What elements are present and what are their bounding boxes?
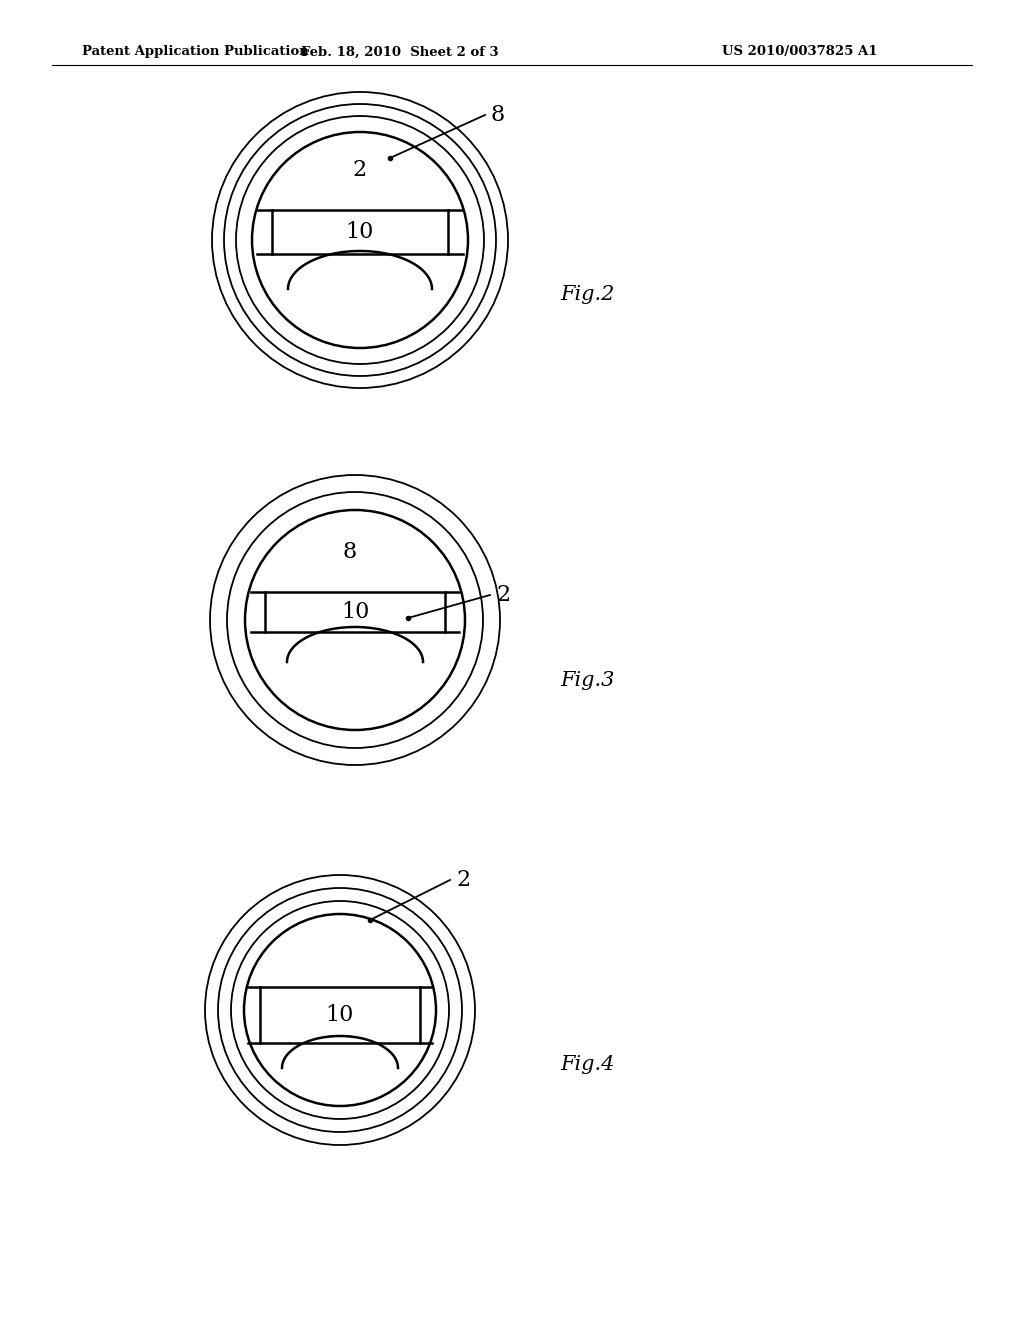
Text: 2: 2: [353, 158, 367, 181]
Circle shape: [244, 913, 436, 1106]
Text: Feb. 18, 2010  Sheet 2 of 3: Feb. 18, 2010 Sheet 2 of 3: [301, 45, 499, 58]
Text: 2: 2: [456, 869, 470, 891]
Text: Fig.3: Fig.3: [560, 671, 614, 689]
Text: 2: 2: [496, 583, 510, 606]
Circle shape: [252, 132, 468, 348]
Circle shape: [245, 510, 465, 730]
Text: 10: 10: [346, 220, 374, 243]
Text: 8: 8: [490, 104, 505, 125]
Text: Patent Application Publication: Patent Application Publication: [82, 45, 309, 58]
Text: 8: 8: [343, 541, 357, 564]
Text: US 2010/0037825 A1: US 2010/0037825 A1: [722, 45, 878, 58]
Text: Fig.4: Fig.4: [560, 1056, 614, 1074]
Text: 10: 10: [341, 601, 370, 623]
Text: Fig.2: Fig.2: [560, 285, 614, 305]
Text: 10: 10: [326, 1005, 354, 1026]
